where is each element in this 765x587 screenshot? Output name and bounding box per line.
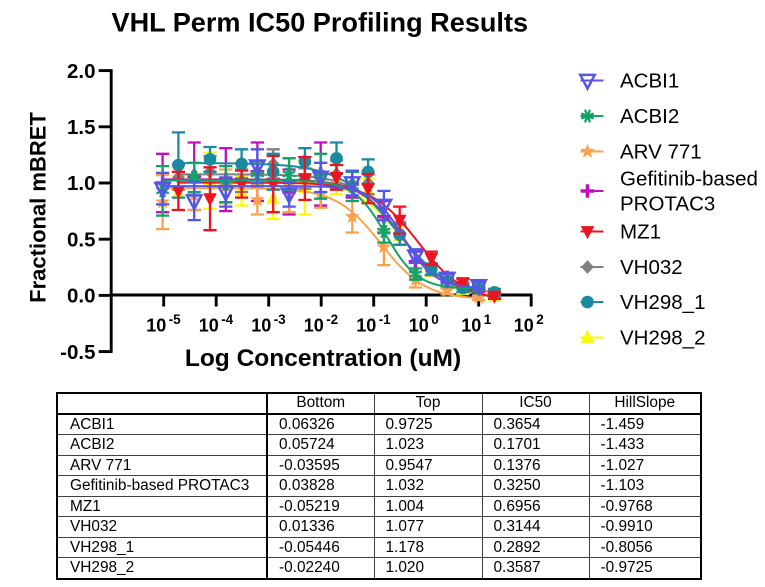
svg-text:Log Concentration (uM): Log Concentration (uM) bbox=[185, 345, 461, 372]
svg-text:VH032: VH032 bbox=[620, 256, 683, 279]
svg-text:2.0: 2.0 bbox=[67, 60, 96, 83]
svg-text:10: 10 bbox=[251, 315, 271, 335]
svg-text:ACBI2: ACBI2 bbox=[620, 105, 679, 128]
svg-text:Fractional mBRET: Fractional mBRET bbox=[26, 112, 51, 303]
svg-text:10: 10 bbox=[356, 315, 376, 335]
svg-text:1: 1 bbox=[484, 312, 492, 327]
svg-text:10: 10 bbox=[409, 315, 429, 335]
svg-text:2: 2 bbox=[536, 312, 544, 327]
svg-text:10: 10 bbox=[146, 315, 166, 335]
svg-text:VHL Perm IC50 Profiling Result: VHL Perm IC50 Profiling Results bbox=[112, 6, 529, 37]
svg-text:-5: -5 bbox=[169, 312, 181, 327]
svg-text:10: 10 bbox=[199, 315, 219, 335]
svg-text:1.0: 1.0 bbox=[67, 172, 96, 195]
svg-text:MZ1: MZ1 bbox=[620, 220, 661, 243]
svg-text:10: 10 bbox=[514, 315, 534, 335]
svg-text:0.0: 0.0 bbox=[67, 285, 96, 308]
svg-text:-1: -1 bbox=[379, 312, 391, 327]
svg-text:-4: -4 bbox=[221, 312, 233, 327]
svg-text:0: 0 bbox=[431, 312, 439, 327]
svg-text:PROTAC3: PROTAC3 bbox=[620, 192, 715, 215]
svg-text:Gefitinib-based: Gefitinib-based bbox=[620, 167, 758, 190]
svg-text:10: 10 bbox=[304, 315, 324, 335]
svg-text:VH298_2: VH298_2 bbox=[620, 326, 705, 349]
svg-text:10: 10 bbox=[461, 315, 481, 335]
svg-text:-0.5: -0.5 bbox=[60, 341, 95, 364]
svg-text:-2: -2 bbox=[326, 312, 338, 327]
svg-text:1.5: 1.5 bbox=[67, 116, 96, 139]
svg-text:ACBI1: ACBI1 bbox=[620, 69, 679, 92]
svg-text:ARV 771: ARV 771 bbox=[620, 140, 702, 163]
svg-text:VH298_1: VH298_1 bbox=[620, 291, 705, 314]
svg-text:-3: -3 bbox=[274, 312, 286, 327]
svg-text:0.5: 0.5 bbox=[67, 228, 96, 251]
